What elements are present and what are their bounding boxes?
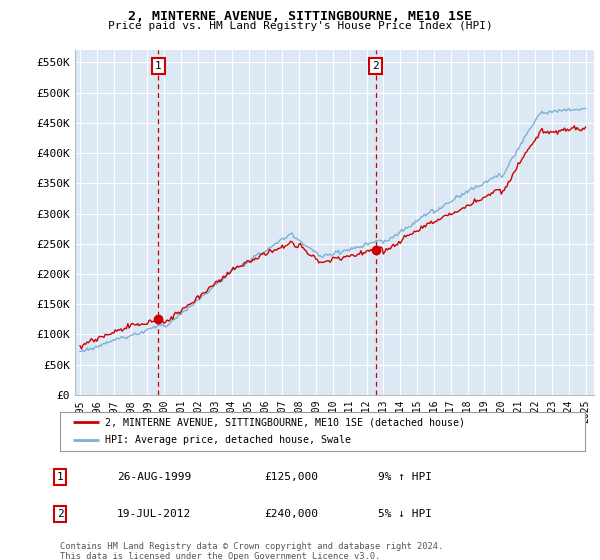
Text: Price paid vs. HM Land Registry's House Price Index (HPI): Price paid vs. HM Land Registry's House … <box>107 21 493 31</box>
Text: 2: 2 <box>56 509 64 519</box>
Text: Contains HM Land Registry data © Crown copyright and database right 2024.
This d: Contains HM Land Registry data © Crown c… <box>60 542 443 560</box>
Text: 2: 2 <box>372 61 379 71</box>
Text: 2, MINTERNE AVENUE, SITTINGBOURNE, ME10 1SE: 2, MINTERNE AVENUE, SITTINGBOURNE, ME10 … <box>128 10 472 22</box>
Text: 9% ↑ HPI: 9% ↑ HPI <box>378 472 432 482</box>
Text: £240,000: £240,000 <box>264 509 318 519</box>
Text: 1: 1 <box>155 61 162 71</box>
Text: 26-AUG-1999: 26-AUG-1999 <box>117 472 191 482</box>
Text: HPI: Average price, detached house, Swale: HPI: Average price, detached house, Swal… <box>104 435 350 445</box>
Text: £125,000: £125,000 <box>264 472 318 482</box>
Text: 19-JUL-2012: 19-JUL-2012 <box>117 509 191 519</box>
Text: 5% ↓ HPI: 5% ↓ HPI <box>378 509 432 519</box>
Text: 1: 1 <box>56 472 64 482</box>
Text: 2, MINTERNE AVENUE, SITTINGBOURNE, ME10 1SE (detached house): 2, MINTERNE AVENUE, SITTINGBOURNE, ME10 … <box>104 417 464 427</box>
